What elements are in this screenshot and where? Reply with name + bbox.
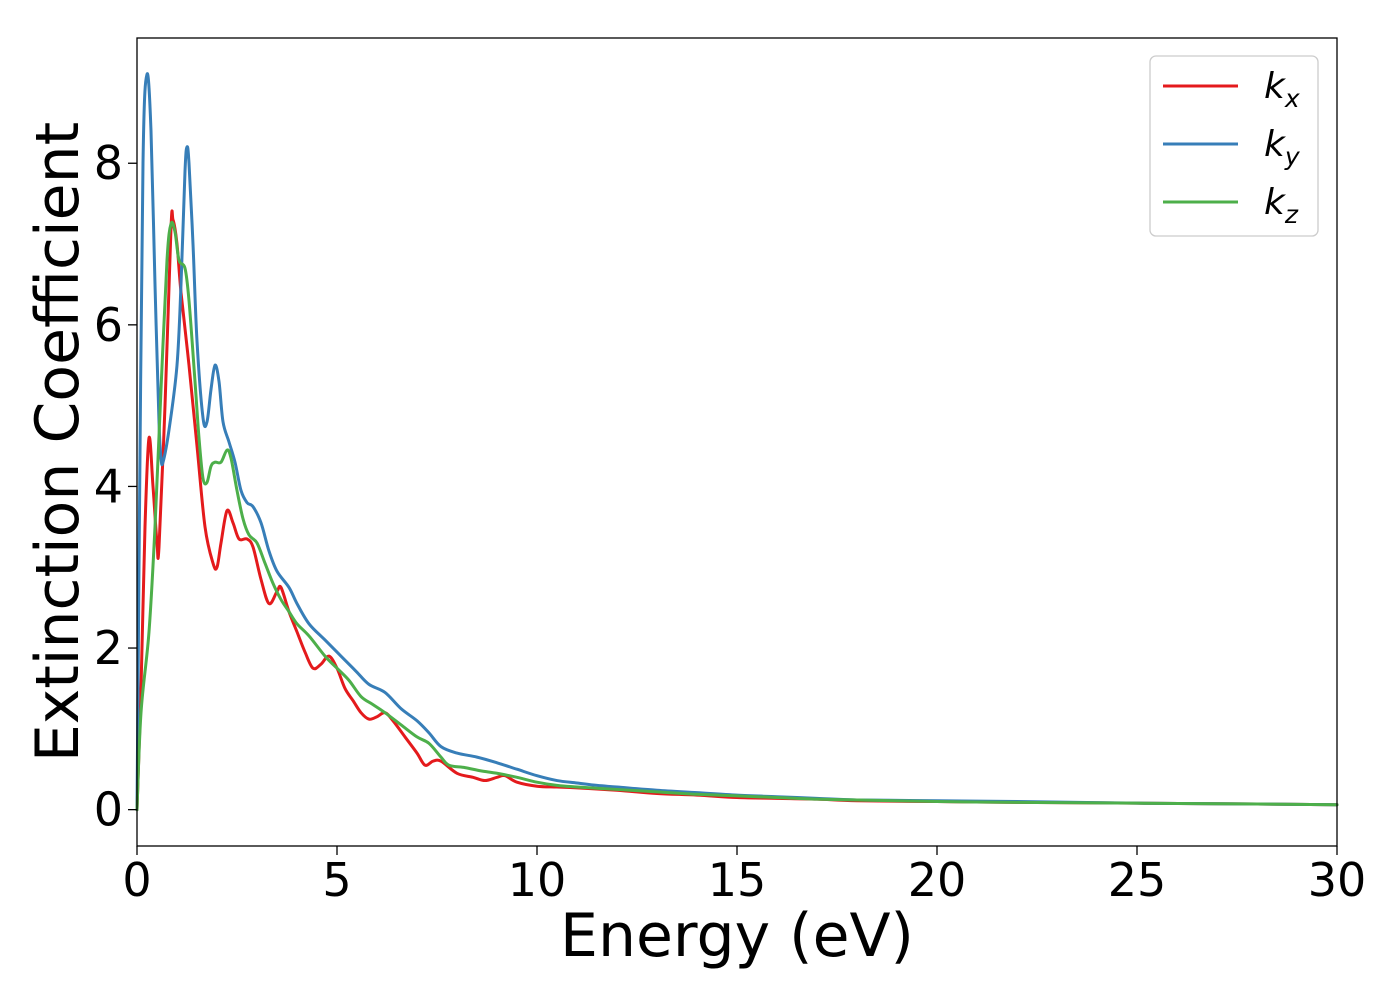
- y-axis-ticks: 0 2 4 6 8: [94, 136, 137, 837]
- y-tick-label: 6: [94, 298, 123, 352]
- series-line-ky: [135, 72, 1339, 812]
- x-tick-label: 25: [1108, 853, 1167, 907]
- legend-box: [1149, 55, 1319, 237]
- series-line-kz: [135, 220, 1339, 812]
- legend-label-subscript: z: [1284, 200, 1299, 229]
- y-tick-label: 8: [94, 136, 123, 190]
- legend-label-subscript: y: [1284, 142, 1301, 171]
- y-axis-label: Extinction Coefficient: [23, 122, 93, 762]
- y-tick-label: 4: [94, 459, 123, 513]
- x-tick-label: 5: [322, 853, 351, 907]
- x-tick-label: 30: [1308, 853, 1367, 907]
- x-axis-label: Energy (eV): [560, 901, 914, 971]
- x-tick-label: 20: [908, 853, 967, 907]
- x-tick-label: 10: [508, 853, 567, 907]
- x-tick-label: 15: [708, 853, 767, 907]
- y-tick-label: 0: [94, 783, 123, 837]
- plot-background: [137, 38, 1337, 846]
- series-layer: [135, 72, 1339, 812]
- x-tick-label: 0: [122, 853, 151, 907]
- x-axis-ticks: 0 5 10 15 20 25 30: [122, 846, 1366, 907]
- legend-label-subscript: x: [1284, 84, 1300, 113]
- y-tick-label: 2: [94, 621, 123, 675]
